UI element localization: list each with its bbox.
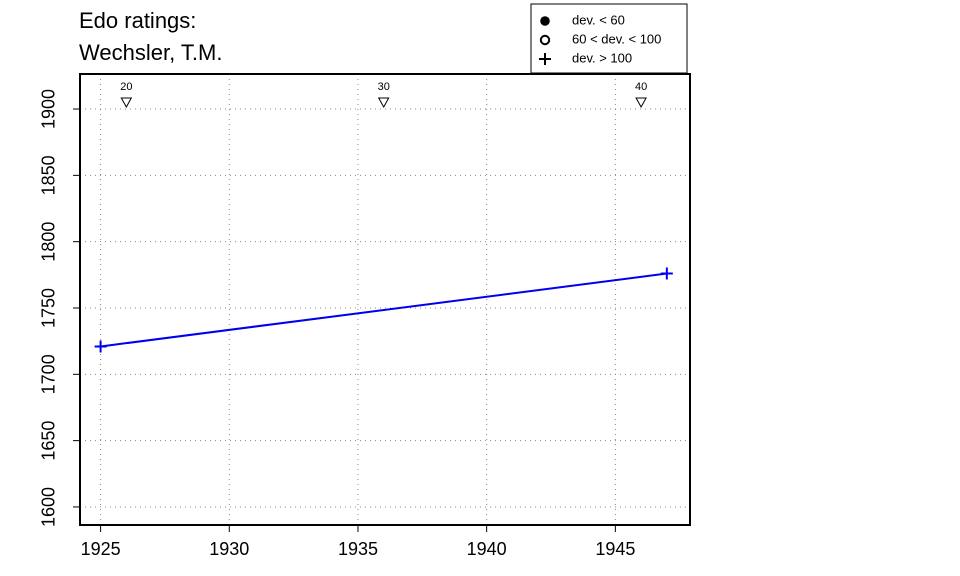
legend-label: 60 < dev. < 100: [572, 31, 661, 46]
line: [100, 272, 667, 348]
x-tick-label: 1935: [338, 539, 378, 559]
legend-label: dev. < 60: [572, 12, 625, 27]
chart-title: Edo ratings:: [79, 8, 196, 33]
age-label: 30: [378, 81, 390, 93]
y-tick-label: 1650: [39, 421, 59, 461]
marker: [539, 53, 551, 65]
age-label: 40: [635, 81, 647, 93]
y-tick-label: 1700: [39, 354, 59, 394]
plot-frame: [79, 73, 691, 526]
y-tick-label: 1600: [39, 487, 59, 527]
marker: [94, 340, 107, 353]
y-tick-label: 1900: [39, 89, 59, 129]
x-tick-label: 1940: [467, 539, 507, 559]
age-marker: [377, 97, 390, 109]
x-tick-label: 1930: [209, 539, 249, 559]
y-tick-label: 1750: [39, 288, 59, 328]
x-tick-label: 1945: [595, 539, 635, 559]
age-marker: [635, 97, 647, 109]
legend-label: dev. > 100: [572, 50, 632, 65]
y-tick-label: 1850: [39, 155, 59, 195]
marker: [660, 267, 673, 280]
legend-box: [530, 3, 688, 74]
age-marker: [120, 97, 133, 109]
chart-subtitle: Wechsler, T.M.: [79, 40, 222, 65]
marker: [540, 16, 550, 26]
marker: [539, 34, 551, 46]
age-label: 20: [120, 81, 132, 93]
y-tick-label: 1800: [39, 222, 59, 262]
x-tick-label: 1925: [81, 539, 121, 559]
